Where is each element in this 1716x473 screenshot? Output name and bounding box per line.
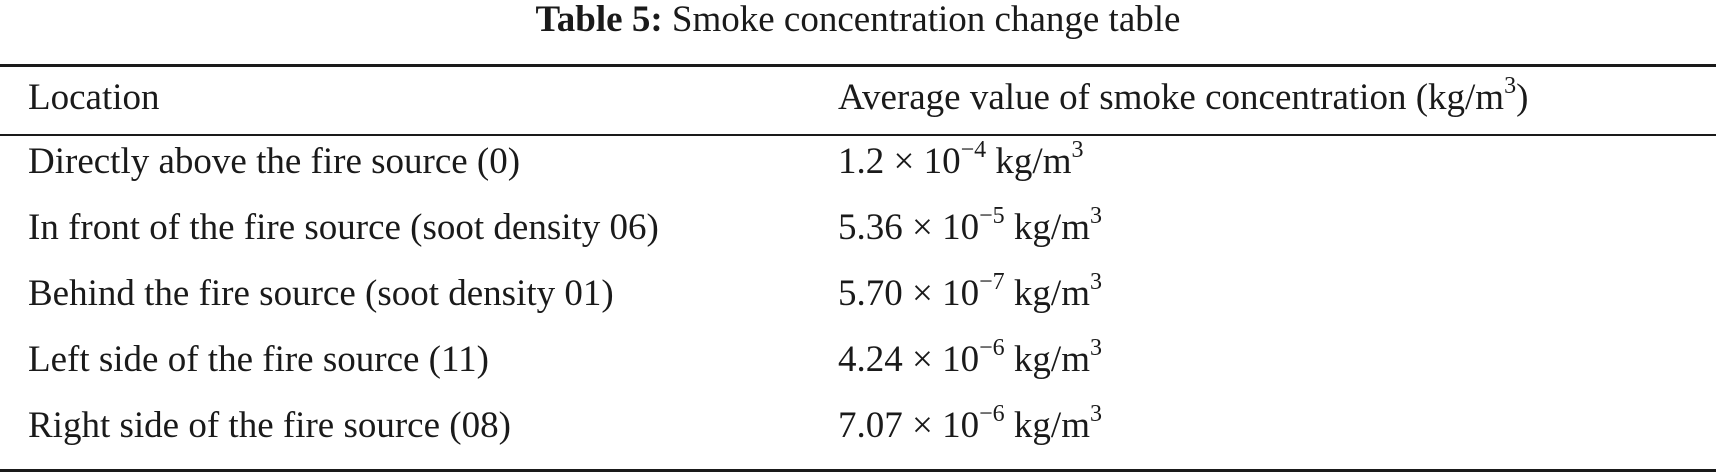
value-cell: 5.36 × 10−5 kg/m3: [838, 202, 1102, 250]
table-caption: Table 5: Smoke concentration change tabl…: [0, 0, 1716, 40]
header-value-text: Average value of smoke concentration (kg…: [838, 77, 1505, 118]
value-cell: 1.2 × 10−4 kg/m3: [838, 136, 1083, 184]
value-mantissa: 4.24 × 10: [838, 339, 980, 380]
value-unit: kg/m3: [1013, 402, 1102, 446]
value-cell: 7.07 × 10−6 kg/m3: [838, 400, 1102, 448]
value-unit: kg/m3: [1013, 336, 1102, 380]
value-cell: 5.70 × 10−7 kg/m3: [838, 268, 1102, 316]
value-exponent: −7: [979, 268, 1005, 295]
unit-exponent: 3: [1089, 400, 1102, 427]
value-mantissa: 5.70 × 10: [838, 273, 980, 314]
value-exponent: −6: [979, 400, 1005, 427]
value-exponent: −4: [960, 136, 987, 163]
value-unit: kg/m3: [1013, 270, 1102, 314]
value-unit: kg/m3: [1013, 204, 1102, 248]
value-exponent: −5: [979, 202, 1005, 229]
unit-text: kg/m: [1013, 207, 1090, 248]
value-unit: kg/m3: [995, 138, 1083, 182]
table-caption-label: Table 5:: [535, 0, 663, 40]
table-caption-title: Smoke concentration change table: [671, 0, 1181, 40]
table-bottom-rule: [0, 469, 1716, 472]
unit-text: kg/m: [995, 141, 1072, 182]
location-cell: In front of the fire source (soot densit…: [28, 207, 659, 248]
header-value-close: ): [1516, 77, 1529, 118]
unit-text: kg/m: [1013, 339, 1090, 380]
value-mantissa: 1.2 × 10: [838, 141, 961, 182]
header-location: Location: [28, 77, 160, 118]
value-cell: 4.24 × 10−6 kg/m3: [838, 334, 1102, 382]
unit-text: kg/m: [1013, 273, 1090, 314]
table-top-rule: [0, 64, 1716, 67]
location-cell: Left side of the fire source (11): [28, 339, 489, 380]
unit-exponent: 3: [1089, 202, 1102, 229]
location-cell: Directly above the fire source (0): [28, 141, 521, 182]
location-cell: Right side of the fire source (08): [28, 405, 511, 446]
unit-text: kg/m: [1013, 405, 1090, 446]
header-value-sup: 3: [1504, 72, 1517, 99]
value-mantissa: 7.07 × 10: [838, 405, 980, 446]
value-exponent: −6: [979, 334, 1005, 361]
location-cell: Behind the fire source (soot density 01): [28, 273, 614, 314]
value-mantissa: 5.36 × 10: [838, 207, 980, 248]
unit-exponent: 3: [1089, 268, 1102, 295]
unit-exponent: 3: [1071, 136, 1084, 163]
table-header-rule: [0, 134, 1716, 136]
header-average-value: Average value of smoke concentration (kg…: [838, 72, 1529, 120]
unit-exponent: 3: [1089, 334, 1102, 361]
